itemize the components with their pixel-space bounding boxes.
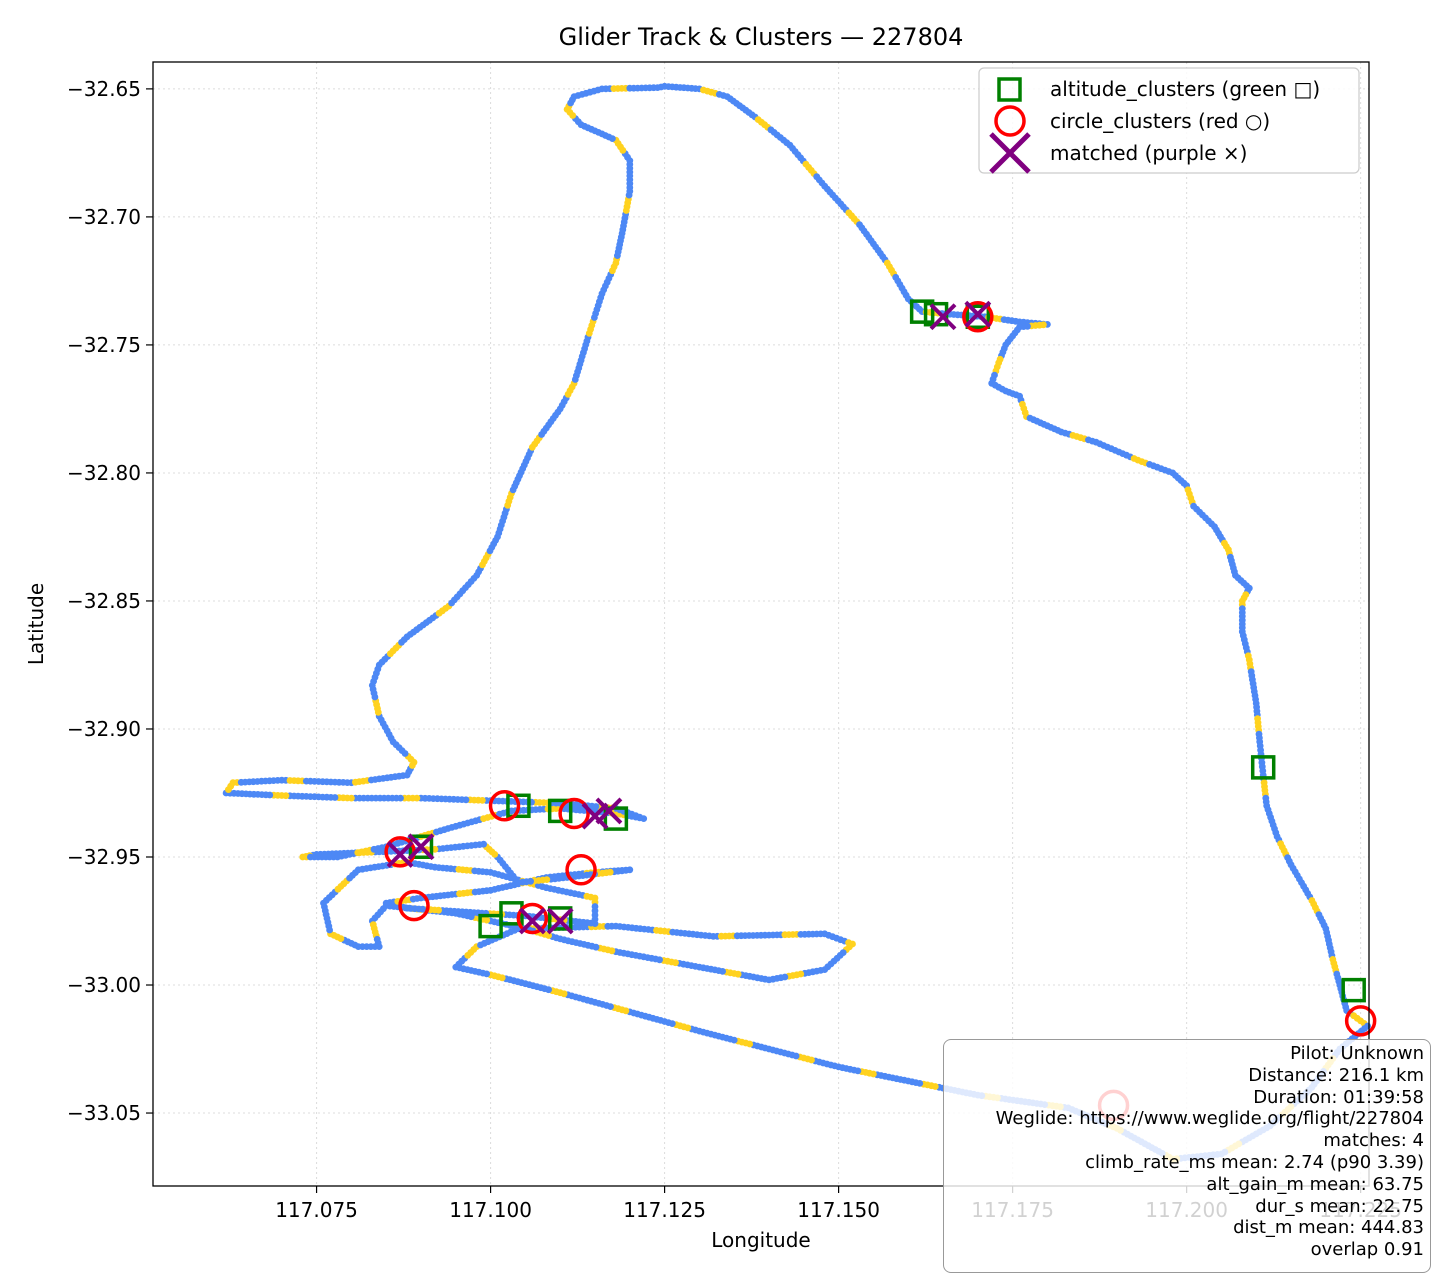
x-tick-label: 117.075	[275, 1198, 358, 1222]
flight-info-box: Pilot: Unknown Distance: 216.1 km Durati…	[943, 1039, 1431, 1273]
y-tick-label: −32.95	[67, 845, 141, 869]
y-tick-label: −33.00	[67, 973, 141, 997]
matched-marker	[964, 300, 992, 328]
altitude-cluster-marker	[1250, 755, 1276, 780]
y-tick-label: −32.90	[67, 717, 141, 741]
altitude-cluster-marker	[965, 304, 991, 330]
circle-cluster-marker	[962, 301, 994, 333]
legend-entry-circle: circle_clusters (red ○)	[1050, 109, 1270, 133]
circle-cluster-marker	[516, 902, 549, 935]
matched-marker	[386, 841, 414, 868]
plot-frame	[152, 61, 1370, 1187]
y-axis-label: Latitude	[24, 583, 48, 665]
info-alt-gain: alt_gain_m mean: 63.75	[1206, 1173, 1424, 1195]
y-tick-label: −32.65	[67, 77, 141, 101]
cluster-markers	[384, 299, 1377, 1122]
altitude-cluster-marker	[478, 913, 503, 939]
matched-marker	[929, 303, 957, 331]
legend: altitude_clusters (green □) circle_clust…	[978, 67, 1360, 174]
legend-box	[978, 67, 1360, 174]
x-tick-label: 117.150	[797, 1198, 880, 1222]
y-tick-label: −32.80	[67, 461, 141, 485]
circle-cluster-marker	[488, 790, 521, 822]
info-overlap: overlap 0.91	[1310, 1239, 1424, 1261]
altitude-cluster-marker	[547, 798, 573, 824]
circle-cluster-marker	[398, 889, 430, 922]
info-matches: matches: 4	[1323, 1130, 1424, 1152]
info-pilot: Pilot: Unknown	[1290, 1043, 1424, 1064]
y-tick-label: −32.75	[67, 333, 141, 357]
legend-entry-altitude: altitude_clusters (green □)	[1050, 77, 1320, 101]
info-weglide: Weglide: https://www.weglide.org/flight/…	[995, 1108, 1424, 1130]
grid	[153, 62, 1369, 1186]
track-point	[650, 84, 658, 92]
info-climb-rate: climb_rate_ms mean: 2.74 (p90 3.39)	[1085, 1151, 1424, 1173]
altitude-cluster-marker	[603, 806, 629, 831]
matched-marker	[407, 833, 435, 861]
altitude-cluster-marker	[547, 906, 573, 931]
legend-circle-icon	[994, 105, 1026, 137]
glider-track	[222, 82, 1371, 1163]
info-distance: Distance: 216.1 km	[1248, 1064, 1424, 1086]
y-tick-label: −32.85	[67, 589, 141, 613]
y-tick-label: −32.70	[67, 205, 141, 229]
info-distance-mean: dist_m mean: 444.83	[1233, 1217, 1424, 1239]
x-axis-label: Longitude	[711, 1228, 810, 1252]
info-duration-mean: dur_s mean: 22.75	[1255, 1195, 1424, 1217]
matched-marker	[518, 907, 546, 935]
info-duration: Duration: 01:39:58	[1253, 1086, 1424, 1108]
altitude-cluster-marker	[1341, 977, 1366, 1003]
altitude-cluster-marker	[909, 299, 935, 324]
y-tick-label: −33.05	[67, 1101, 141, 1125]
matched-marker	[581, 802, 609, 830]
circle-cluster-marker	[558, 797, 590, 830]
matched-marker	[546, 907, 574, 935]
x-tick-label: 117.100	[449, 1198, 532, 1222]
altitude-cluster-marker	[506, 793, 531, 819]
circle-cluster-marker	[565, 854, 597, 886]
chart-title: Glider Track & Clusters — 227804	[559, 23, 964, 51]
legend-entry-matched: matched (purple ×)	[1050, 141, 1247, 165]
legend-square-icon	[997, 77, 1022, 102]
legend-x-icon	[989, 132, 1031, 174]
x-tick-label: 117.125	[623, 1198, 706, 1222]
circle-cluster-marker	[1344, 1005, 1377, 1037]
matched-marker	[595, 797, 623, 825]
